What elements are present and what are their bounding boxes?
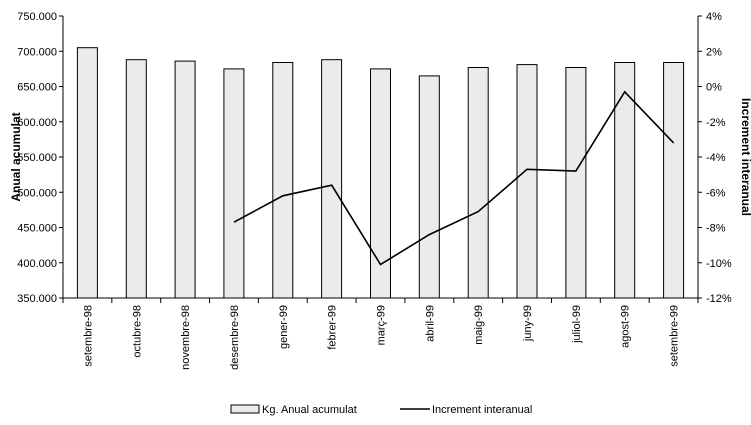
legend-label-bar: Kg. Anual acumulat: [262, 404, 357, 416]
y-axis-title-left: Anual acumulat: [9, 112, 23, 201]
y-tick-label-left-3: 500.000: [17, 187, 57, 199]
x-tick-label-2: novembre-98: [180, 305, 192, 370]
x-tick-label-7: abril-99: [424, 305, 436, 342]
x-tick-label-8: maig-99: [473, 305, 485, 345]
y-tick-label-right-8: 4%: [706, 11, 722, 23]
bar-5: [321, 59, 343, 299]
x-tick-label-10: juliol-99: [571, 305, 583, 344]
bar-7: [418, 75, 440, 299]
bar-1: [125, 59, 147, 299]
y-tick-label-right-6: 0%: [706, 82, 722, 94]
y-tick-label-left-0: 350.000: [17, 293, 57, 305]
legend-label-line: Increment interanual: [432, 404, 532, 416]
y-tick-label-left-6: 650.000: [17, 82, 57, 94]
y-tick-label-left-1: 400.000: [17, 258, 57, 270]
x-tick-label-5: febrer-99: [327, 305, 339, 350]
bar-2: [174, 60, 196, 299]
bar-9: [516, 64, 538, 299]
bar-3: [223, 68, 245, 299]
y-tick-label-right-2: -8%: [706, 223, 726, 235]
increment-line: [233, 90, 675, 266]
y-tick-label-left-4: 550.000: [17, 152, 57, 164]
x-tick-labels: setembre-98 octubre-98 novembre-98 desembre…: [82, 305, 680, 370]
x-tick-label-1: octubre-98: [131, 305, 143, 358]
axes-group: [59, 15, 702, 303]
y-tick-label-right-3: -6%: [706, 187, 726, 199]
y-tick-labels-left: 350.000 400.000 450.000 500.000 550.000 600.0…: [17, 11, 57, 305]
y-tick-label-right-4: -4%: [706, 152, 726, 164]
bar-11: [614, 62, 636, 299]
y-tick-label-right-1: -10%: [706, 258, 732, 270]
x-tick-label-11: agost-99: [620, 305, 632, 348]
y-axis-title-right-text: Increment interanual: [739, 98, 751, 216]
y-tick-label-right-5: -2%: [706, 117, 726, 129]
bar-10: [565, 67, 587, 299]
bar-0: [76, 47, 98, 299]
y-tick-label-left-7: 700.000: [17, 46, 57, 58]
legend: Kg. Anual acumulat Increment interanual: [230, 404, 532, 416]
y-tick-label-left-2: 450.000: [17, 223, 57, 235]
y-tick-label-right-7: 2%: [706, 46, 722, 58]
y-tick-labels-right: -12% -10% -8% -6% -4% -2% 0% 2% 4%: [706, 11, 732, 305]
y-axis-title-right: Increment interanual: [739, 98, 751, 216]
y-axis-title-left-text: Anual acumulat: [9, 112, 23, 201]
bars-group: [76, 47, 685, 299]
x-tick-label-12: setembre-99: [669, 305, 681, 367]
y-tick-label-left-8: 750.000: [17, 11, 57, 23]
x-tick-label-9: juny-99: [522, 305, 534, 342]
x-tick-label-6: març-99: [376, 305, 388, 345]
bar-12: [663, 62, 685, 299]
x-tick-label-3: desembre-98: [229, 305, 241, 370]
y-tick-label-left-5: 600.000: [17, 117, 57, 129]
bar-4: [272, 62, 294, 299]
x-tick-label-0: setembre-98: [82, 305, 94, 367]
x-tick-label-4: gener-99: [278, 305, 290, 349]
legend-swatch-bar: [230, 404, 260, 414]
y-tick-label-right-0: -12%: [706, 293, 732, 305]
bar-8: [467, 67, 489, 299]
line-group: [233, 90, 675, 266]
